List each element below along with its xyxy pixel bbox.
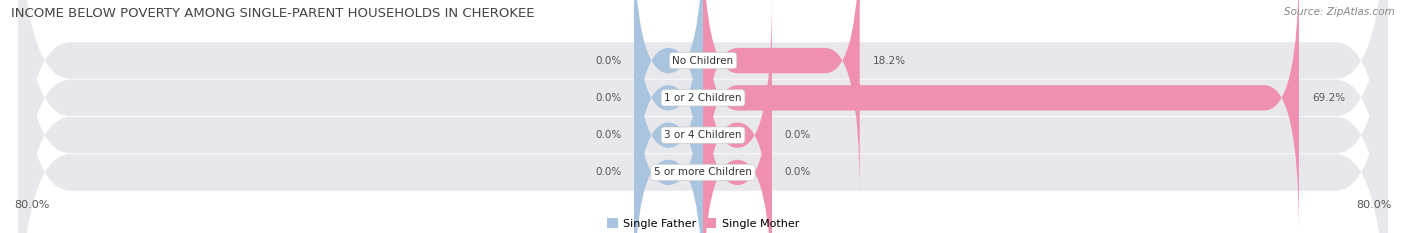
FancyBboxPatch shape bbox=[634, 0, 703, 233]
Text: 3 or 4 Children: 3 or 4 Children bbox=[664, 130, 742, 140]
FancyBboxPatch shape bbox=[703, 0, 859, 197]
FancyBboxPatch shape bbox=[634, 36, 703, 233]
Text: 0.0%: 0.0% bbox=[595, 93, 621, 103]
FancyBboxPatch shape bbox=[634, 0, 703, 197]
Text: 0.0%: 0.0% bbox=[785, 130, 811, 140]
FancyBboxPatch shape bbox=[18, 0, 1388, 233]
FancyBboxPatch shape bbox=[634, 0, 703, 233]
Text: 5 or more Children: 5 or more Children bbox=[654, 168, 752, 177]
Text: 69.2%: 69.2% bbox=[1312, 93, 1346, 103]
FancyBboxPatch shape bbox=[18, 0, 1388, 233]
Text: 18.2%: 18.2% bbox=[873, 56, 905, 65]
FancyBboxPatch shape bbox=[18, 0, 1388, 233]
Text: 1 or 2 Children: 1 or 2 Children bbox=[664, 93, 742, 103]
Text: No Children: No Children bbox=[672, 56, 734, 65]
Text: Source: ZipAtlas.com: Source: ZipAtlas.com bbox=[1284, 7, 1395, 17]
Legend: Single Father, Single Mother: Single Father, Single Mother bbox=[602, 214, 804, 233]
FancyBboxPatch shape bbox=[703, 0, 1299, 233]
FancyBboxPatch shape bbox=[703, 36, 772, 233]
Text: 0.0%: 0.0% bbox=[595, 168, 621, 177]
FancyBboxPatch shape bbox=[18, 0, 1388, 233]
FancyBboxPatch shape bbox=[703, 0, 772, 233]
Text: 0.0%: 0.0% bbox=[785, 168, 811, 177]
Text: 80.0%: 80.0% bbox=[14, 200, 49, 210]
Text: 0.0%: 0.0% bbox=[595, 56, 621, 65]
Text: 80.0%: 80.0% bbox=[1357, 200, 1392, 210]
Text: INCOME BELOW POVERTY AMONG SINGLE-PARENT HOUSEHOLDS IN CHEROKEE: INCOME BELOW POVERTY AMONG SINGLE-PARENT… bbox=[11, 7, 534, 20]
Text: 0.0%: 0.0% bbox=[595, 130, 621, 140]
